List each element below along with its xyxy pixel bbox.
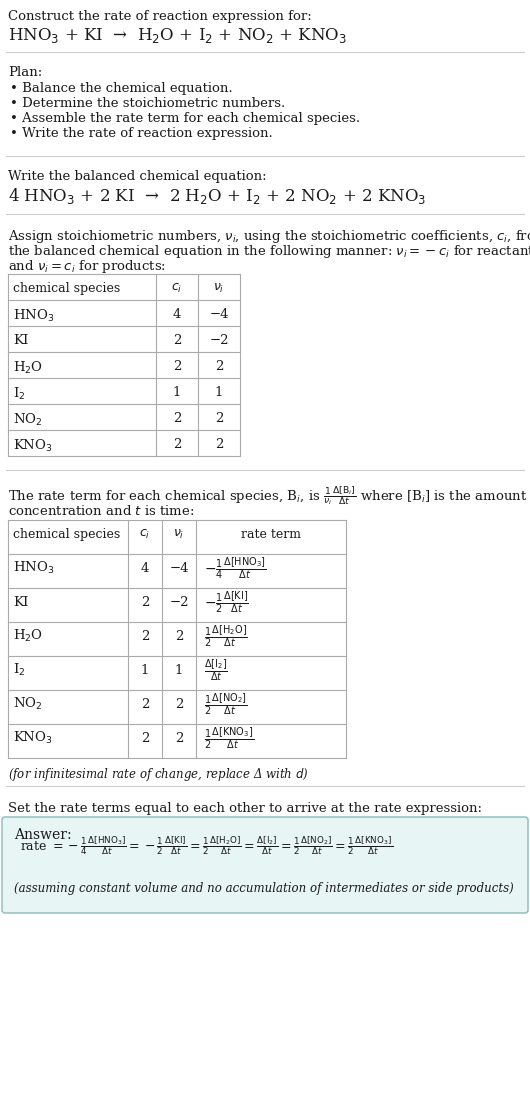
Text: 2: 2 xyxy=(141,629,149,643)
Text: KNO$_3$: KNO$_3$ xyxy=(13,729,52,746)
Text: 2: 2 xyxy=(173,438,181,451)
Text: $c_i$: $c_i$ xyxy=(139,528,151,542)
Text: $\frac{1}{2}\frac{\Delta[\mathrm{KNO_3}]}{\Delta t}$: $\frac{1}{2}\frac{\Delta[\mathrm{KNO_3}]… xyxy=(204,725,254,751)
Text: 2: 2 xyxy=(215,360,223,373)
Text: NO$_2$: NO$_2$ xyxy=(13,696,42,712)
Text: chemical species: chemical species xyxy=(13,528,120,542)
Text: −4: −4 xyxy=(209,308,229,321)
Text: 2: 2 xyxy=(215,438,223,451)
Text: $\frac{\Delta[\mathrm{I_2}]}{\Delta t}$: $\frac{\Delta[\mathrm{I_2}]}{\Delta t}$ xyxy=(204,657,228,683)
Text: 2: 2 xyxy=(175,732,183,745)
Text: • Assemble the rate term for each chemical species.: • Assemble the rate term for each chemic… xyxy=(10,112,360,125)
Text: H$_2$O: H$_2$O xyxy=(13,628,43,644)
Text: 2: 2 xyxy=(175,697,183,711)
Text: 2: 2 xyxy=(141,697,149,711)
Text: 4 HNO$_3$ + 2 KI  →  2 H$_2$O + I$_2$ + 2 NO$_2$ + 2 KNO$_3$: 4 HNO$_3$ + 2 KI → 2 H$_2$O + I$_2$ + 2 … xyxy=(8,186,427,206)
Text: HNO$_3$: HNO$_3$ xyxy=(13,308,54,324)
Text: I$_2$: I$_2$ xyxy=(13,662,25,678)
Text: 2: 2 xyxy=(173,360,181,373)
Text: $\nu_i$: $\nu_i$ xyxy=(173,528,184,542)
Text: 2: 2 xyxy=(173,334,181,347)
Text: (for infinitesimal rate of change, replace Δ with $d$): (for infinitesimal rate of change, repla… xyxy=(8,766,309,783)
Text: −2: −2 xyxy=(169,596,189,608)
Text: H$_2$O: H$_2$O xyxy=(13,360,43,376)
Text: $c_i$: $c_i$ xyxy=(171,282,183,295)
Text: rate $= -\frac{1}{4}\frac{\Delta[\mathrm{HNO_3}]}{\Delta t} = -\frac{1}{2}\frac{: rate $= -\frac{1}{4}\frac{\Delta[\mathrm… xyxy=(20,835,393,857)
Text: −4: −4 xyxy=(169,562,189,575)
Text: chemical species: chemical species xyxy=(13,282,120,295)
Text: • Write the rate of reaction expression.: • Write the rate of reaction expression. xyxy=(10,127,273,140)
Text: 4: 4 xyxy=(141,562,149,575)
Text: I$_2$: I$_2$ xyxy=(13,386,25,403)
Text: HNO$_3$ + KI  →  H$_2$O + I$_2$ + NO$_2$ + KNO$_3$: HNO$_3$ + KI → H$_2$O + I$_2$ + NO$_2$ +… xyxy=(8,26,347,44)
Text: Assign stoichiometric numbers, $\nu_i$, using the stoichiometric coefficients, $: Assign stoichiometric numbers, $\nu_i$, … xyxy=(8,228,530,245)
Text: NO$_2$: NO$_2$ xyxy=(13,413,42,428)
Text: 1: 1 xyxy=(141,664,149,676)
Text: 1: 1 xyxy=(173,386,181,399)
Text: 1: 1 xyxy=(215,386,223,399)
Text: The rate term for each chemical species, B$_i$, is $\frac{1}{\nu_i}\frac{\Delta[: The rate term for each chemical species,… xyxy=(8,484,527,507)
Text: KI: KI xyxy=(13,596,29,608)
Text: concentration and $t$ is time:: concentration and $t$ is time: xyxy=(8,504,195,518)
Text: HNO$_3$: HNO$_3$ xyxy=(13,560,54,576)
Text: 1: 1 xyxy=(175,664,183,676)
Text: and $\nu_i = c_i$ for products:: and $\nu_i = c_i$ for products: xyxy=(8,258,166,275)
Text: 2: 2 xyxy=(175,629,183,643)
Text: 4: 4 xyxy=(173,308,181,321)
Text: KNO$_3$: KNO$_3$ xyxy=(13,438,52,454)
Text: 2: 2 xyxy=(173,413,181,425)
Text: 2: 2 xyxy=(215,413,223,425)
Text: • Balance the chemical equation.: • Balance the chemical equation. xyxy=(10,82,233,95)
Text: 2: 2 xyxy=(141,596,149,608)
Text: $\nu_i$: $\nu_i$ xyxy=(213,282,225,295)
Text: rate term: rate term xyxy=(241,528,301,542)
Text: −2: −2 xyxy=(209,334,229,347)
Text: KI: KI xyxy=(13,334,29,347)
Text: Answer:: Answer: xyxy=(14,828,72,842)
Text: $-\frac{1}{2}\frac{\Delta[\mathrm{KI}]}{\Delta t}$: $-\frac{1}{2}\frac{\Delta[\mathrm{KI}]}{… xyxy=(204,589,249,615)
Text: Plan:: Plan: xyxy=(8,66,42,79)
Text: (assuming constant volume and no accumulation of intermediates or side products): (assuming constant volume and no accumul… xyxy=(14,882,514,895)
Text: $\frac{1}{2}\frac{\Delta[\mathrm{NO_2}]}{\Delta t}$: $\frac{1}{2}\frac{\Delta[\mathrm{NO_2}]}… xyxy=(204,692,248,717)
Text: the balanced chemical equation in the following manner: $\nu_i = -c_i$ for react: the balanced chemical equation in the fo… xyxy=(8,244,530,260)
Text: Set the rate terms equal to each other to arrive at the rate expression:: Set the rate terms equal to each other t… xyxy=(8,802,482,815)
Text: 2: 2 xyxy=(141,732,149,745)
Text: • Determine the stoichiometric numbers.: • Determine the stoichiometric numbers. xyxy=(10,97,285,110)
Text: Construct the rate of reaction expression for:: Construct the rate of reaction expressio… xyxy=(8,10,312,23)
Text: $-\frac{1}{4}\frac{\Delta[\mathrm{HNO_3}]}{\Delta t}$: $-\frac{1}{4}\frac{\Delta[\mathrm{HNO_3}… xyxy=(204,555,267,580)
FancyBboxPatch shape xyxy=(2,817,528,913)
Text: Write the balanced chemical equation:: Write the balanced chemical equation: xyxy=(8,170,267,183)
Text: $\frac{1}{2}\frac{\Delta[\mathrm{H_2O}]}{\Delta t}$: $\frac{1}{2}\frac{\Delta[\mathrm{H_2O}]}… xyxy=(204,623,248,649)
